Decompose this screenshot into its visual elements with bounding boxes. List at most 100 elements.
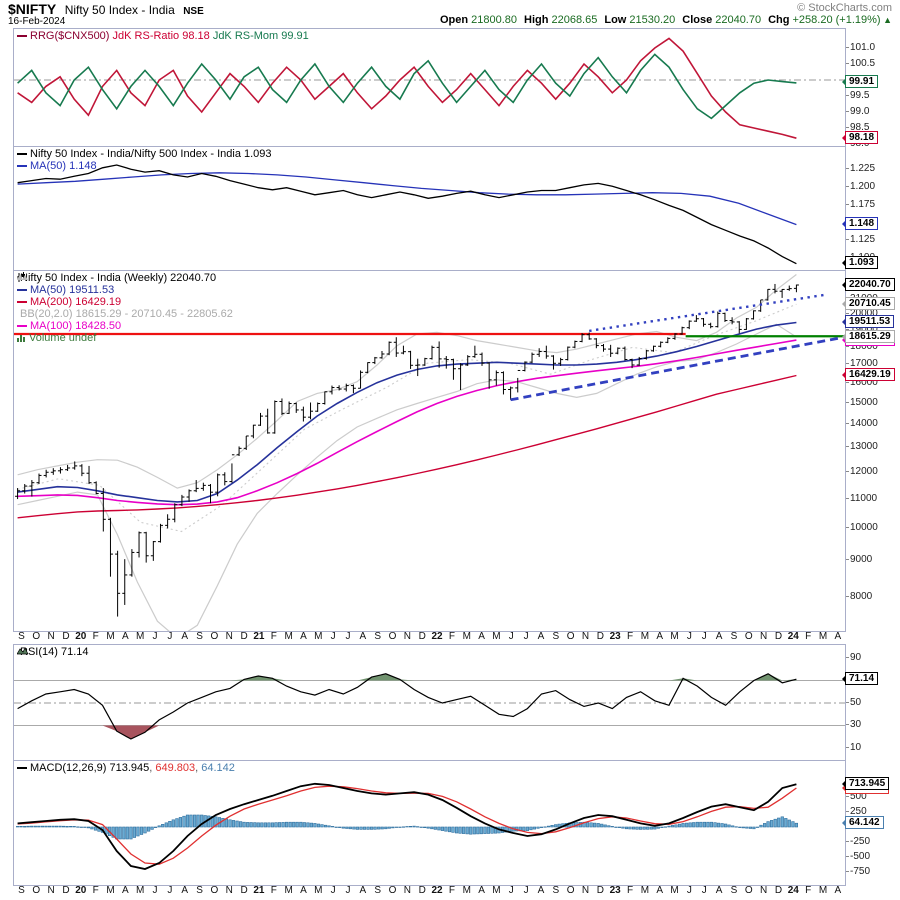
y-axis-tick: 0 xyxy=(846,820,856,832)
x-axis-label: J xyxy=(345,631,351,642)
x-axis-label: J xyxy=(523,885,529,896)
x-axis-label: 22 xyxy=(431,885,443,896)
x-axis-label: N xyxy=(759,631,768,642)
x-axis-label: D xyxy=(62,631,70,642)
x-axis-label: N xyxy=(581,631,590,642)
legend-row: MA(100) 18428.50 xyxy=(17,320,233,332)
x-axis-label: F xyxy=(448,631,455,642)
line-swatch xyxy=(17,289,27,291)
legend-row: Nifty 50 Index - India (Weekly) 22040.70 xyxy=(17,272,233,284)
y-axis-tick: 21000 xyxy=(846,293,878,305)
y-axis-value-tag: 98.18 xyxy=(842,130,879,144)
x-axis-label: S xyxy=(730,885,738,896)
y-axis-value-tag: 713.945 xyxy=(842,776,890,790)
x-axis-label: F xyxy=(92,631,99,642)
x-axis-label: J xyxy=(701,885,707,896)
y-axis-tick: 99.0 xyxy=(845,105,870,117)
y-axis-tick: 13000 xyxy=(846,441,878,453)
x-axis-label: M xyxy=(284,631,293,642)
x-axis-label: M xyxy=(314,885,323,896)
x-axis-label: N xyxy=(581,885,590,896)
x-axis-label: A xyxy=(715,631,723,642)
x-axis-label: O xyxy=(388,631,397,642)
legend-row: MA(200) 16429.19 xyxy=(17,296,233,308)
ohlc-value: 22040.70 xyxy=(715,14,762,26)
price-panel: Nifty 50 Index - India (Weekly) 22040.70… xyxy=(13,270,846,632)
y-axis-tick: 50 xyxy=(845,696,862,708)
y-axis-tick: -500 xyxy=(845,850,871,862)
macd-panel: MACD(12,26,9) 713.945, 649.803, 64.142 xyxy=(13,760,846,886)
x-axis-label: A xyxy=(359,885,367,896)
y-axis-tick: 16000 xyxy=(846,377,878,389)
legend-row: Nifty 50 Index - India/Nifty 500 Index -… xyxy=(17,148,272,160)
legend-row: BB(20,2.0) 18615.29 - 20710.45 - 22805.6… xyxy=(17,274,233,320)
y-axis-tick: 19000 xyxy=(846,324,878,336)
y-axis-value-tag: 1.093 xyxy=(842,256,879,270)
x-axis-label: D xyxy=(596,631,604,642)
x-axis-label: J xyxy=(152,885,158,896)
x-axis-top: S O N D 20 F M A M J J A S O N D 21 F M A M J J A S O N D 22 F M A M J J A S… xyxy=(14,631,845,644)
x-axis-label: N xyxy=(759,885,768,896)
x-axis-label: M xyxy=(640,631,650,642)
legend-text: MACD(12,26,9) 713.945 xyxy=(30,762,150,774)
x-axis-label: 23 xyxy=(609,885,621,896)
y-axis-tick: 1.150 xyxy=(845,216,876,228)
x-axis-label: S xyxy=(196,885,203,896)
ohlc-value: 21800.80 xyxy=(471,14,518,26)
y-axis-value-tag: 20710.45 xyxy=(842,296,895,310)
legend-text: , xyxy=(195,762,202,774)
chart-header: $NIFTY Nifty 50 Index - India NSE 16-Feb… xyxy=(0,0,900,28)
x-axis-label: M xyxy=(492,631,501,642)
chart-canvas-rsi xyxy=(14,673,845,740)
x-axis-label: O xyxy=(744,631,753,642)
x-axis-label: F xyxy=(805,885,812,896)
volume-bars-icon xyxy=(17,334,26,342)
chart-canvas-macd xyxy=(15,782,798,870)
x-axis-label: F xyxy=(448,885,455,896)
x-axis-label: M xyxy=(136,885,145,896)
x-axis-label: S xyxy=(18,885,25,896)
chart-canvas-rrg xyxy=(14,37,845,139)
x-axis-label: 24 xyxy=(787,885,799,896)
y-axis-value-tag: 64.142 xyxy=(842,815,884,829)
x-axis-label: O xyxy=(210,631,219,642)
x-axis-label: N xyxy=(47,631,55,642)
y-axis-value-tag: 22040.70 xyxy=(842,277,895,291)
ohlc-value: 22068.65 xyxy=(551,14,598,26)
ohlc-label: Low xyxy=(604,14,627,26)
y-axis-tick: 98.5 xyxy=(845,121,870,133)
x-axis-label: 21 xyxy=(253,885,265,896)
line-swatch xyxy=(17,153,27,155)
legend-text: RSI(14) 71.14 xyxy=(20,646,89,658)
legend-text: RRG($CNX500) xyxy=(30,30,113,42)
y-axis-tick: 98.0 xyxy=(845,137,870,149)
legend-row: RRG($CNX500) JdK RS-Ratio 98.18 JdK RS-M… xyxy=(17,30,309,42)
x-axis-label: N xyxy=(47,885,55,896)
index-name: Nifty 50 Index - India xyxy=(64,3,175,17)
legend-row: MA(50) 19511.53 xyxy=(17,284,233,296)
line-swatch xyxy=(17,767,27,769)
x-axis-label: M xyxy=(818,885,828,896)
y-axis-tick: 1.125 xyxy=(845,234,876,246)
x-axis-label: A xyxy=(537,885,545,896)
x-axis-label: A xyxy=(121,885,129,896)
y-axis-tick: 1.225 xyxy=(845,163,876,175)
x-axis-label: N xyxy=(225,885,233,896)
rsi-panel: RSI(14) 71.14 xyxy=(13,644,846,762)
ratio-legend: Nifty 50 Index - India/Nifty 500 Index -… xyxy=(17,148,272,172)
y-axis-tick: 1.175 xyxy=(845,198,876,210)
ohlc-label: High xyxy=(524,14,549,26)
y-axis-tick: 14000 xyxy=(846,418,878,430)
y-axis-tick: -750 xyxy=(845,865,871,877)
x-axis-label: A xyxy=(656,631,664,642)
chart-date: 16-Feb-2024 xyxy=(8,16,66,27)
x-axis-label: A xyxy=(656,885,664,896)
x-axis-label: J xyxy=(330,631,336,642)
x-axis-label: J xyxy=(167,885,173,896)
x-axis-label: D xyxy=(774,885,783,896)
x-axis-label: D xyxy=(62,885,70,896)
x-axis-label: 24 xyxy=(787,631,799,642)
legend-text: MA(50) 19511.53 xyxy=(30,284,115,296)
x-axis-label: O xyxy=(210,885,219,896)
